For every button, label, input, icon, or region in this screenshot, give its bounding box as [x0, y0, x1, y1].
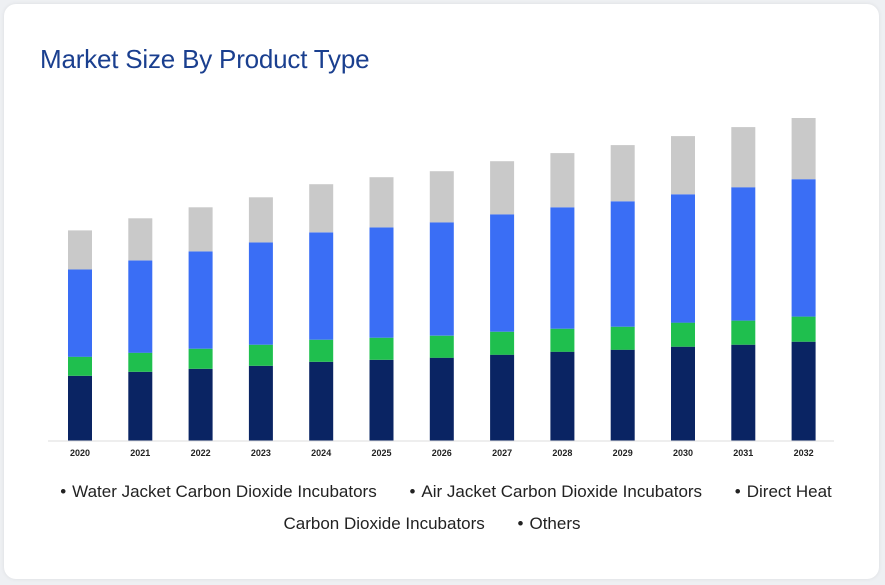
- bar-segment-2029-s3: [610, 145, 635, 202]
- bar-segment-2032-s0: [791, 341, 816, 441]
- legend-item: • Water Jacket Carbon Dioxide Incubators: [60, 482, 377, 501]
- bar-segment-2021-s2: [128, 260, 153, 353]
- x-tick-label: 2020: [70, 448, 90, 458]
- x-tick-label: 2022: [191, 448, 211, 458]
- bar-segment-2032-s2: [791, 179, 816, 317]
- bar-segment-2024-s2: [309, 232, 334, 340]
- x-tick-label: 2030: [673, 448, 693, 458]
- bar-segment-2032-s3: [791, 118, 816, 180]
- bar-segment-2021-s0: [128, 371, 153, 441]
- bar-segment-2022-s0: [188, 368, 213, 441]
- bar-segment-2020-s1: [68, 356, 92, 376]
- bar-segment-2022-s1: [188, 348, 213, 369]
- bar-segment-2021-s3: [128, 218, 153, 261]
- bar-segment-2030-s1: [671, 322, 695, 347]
- bar-segment-2023-s0: [248, 365, 273, 441]
- bar-segment-2025-s1: [369, 337, 394, 360]
- bars-group: [68, 118, 816, 441]
- legend-label: Direct Heat Carbon Dioxide Incubators: [283, 482, 832, 533]
- bar-segment-2030-s3: [671, 136, 695, 195]
- bar-segment-2022-s2: [188, 251, 213, 349]
- x-tick-label: 2024: [311, 448, 331, 458]
- legend-label: Others: [529, 514, 581, 533]
- legend-bullet: •: [60, 482, 67, 501]
- bar-segment-2021-s1: [128, 352, 153, 372]
- bar-segment-2023-s1: [248, 344, 273, 366]
- x-tick-label: 2021: [130, 448, 150, 458]
- x-tick-label: 2031: [733, 448, 753, 458]
- legend-item: • Others: [518, 514, 581, 533]
- bar-segment-2028-s2: [550, 207, 575, 329]
- bar-segment-2025-s2: [369, 227, 394, 338]
- bar-segment-2026-s1: [429, 335, 454, 358]
- bar-segment-2027-s0: [490, 354, 515, 441]
- bar-segment-2028-s1: [550, 328, 575, 352]
- x-tick-label: 2028: [552, 448, 572, 458]
- x-tick-label: 2025: [371, 448, 391, 458]
- legend-bullet: •: [517, 514, 524, 533]
- x-tick-labels: 2020 2021 2022 2023 2024 2025 2026 2027 2028 2029…: [70, 448, 814, 458]
- bar-segment-2031-s2: [731, 187, 756, 321]
- legend-item: • Direct Heat Carbon Dioxide Incubators: [284, 482, 832, 533]
- x-tick-label: 2029: [613, 448, 633, 458]
- bar-segment-2020-s2: [68, 269, 92, 357]
- bar-segment-2024-s3: [309, 184, 334, 233]
- bar-segment-2032-s1: [791, 316, 816, 342]
- bar-segment-2030-s0: [671, 346, 695, 441]
- legend-bullet: •: [409, 482, 416, 501]
- bar-segment-2024-s1: [309, 339, 334, 362]
- bar-segment-2020-s3: [68, 230, 92, 270]
- x-tick-label: 2032: [794, 448, 814, 458]
- bar-segment-2029-s1: [610, 326, 635, 350]
- bar-segment-2027-s2: [490, 214, 515, 332]
- bar-segment-2027-s3: [490, 161, 515, 215]
- legend-label: Water Jacket Carbon Dioxide Incubators: [72, 482, 377, 501]
- bar-segment-2031-s0: [731, 344, 756, 441]
- legend-bullet: •: [734, 482, 741, 501]
- bar-segment-2031-s3: [731, 127, 756, 188]
- bar-segment-2023-s3: [248, 197, 273, 243]
- bar-segment-2029-s2: [610, 201, 635, 327]
- legend: • Water Jacket Carbon Dioxide Incubators …: [20, 476, 858, 540]
- x-tick-label: 2026: [432, 448, 452, 458]
- bar-segment-2029-s0: [610, 349, 635, 441]
- x-tick-label: 2023: [251, 448, 271, 458]
- legend-label: Air Jacket Carbon Dioxide Incubators: [421, 482, 703, 501]
- bar-segment-2030-s2: [671, 194, 695, 323]
- bar-segment-2026-s2: [429, 222, 454, 336]
- bar-segment-2022-s3: [188, 207, 213, 252]
- bar-segment-2025-s3: [369, 177, 394, 228]
- bar-segment-2028-s3: [550, 153, 575, 208]
- bar-segment-2024-s0: [309, 361, 334, 441]
- bar-segment-2026-s3: [429, 171, 454, 223]
- bar-segment-2031-s1: [731, 320, 756, 345]
- bar-segment-2020-s0: [68, 375, 92, 441]
- bar-segment-2028-s0: [550, 351, 575, 441]
- bar-segment-2026-s0: [429, 357, 454, 441]
- legend-item: • Air Jacket Carbon Dioxide Incubators: [409, 482, 702, 501]
- bar-segment-2023-s2: [248, 242, 273, 345]
- bar-segment-2025-s0: [369, 359, 394, 441]
- chart-title: Market Size By Product Type: [40, 44, 370, 74]
- x-tick-label: 2027: [492, 448, 512, 458]
- bar-segment-2027-s1: [490, 331, 515, 355]
